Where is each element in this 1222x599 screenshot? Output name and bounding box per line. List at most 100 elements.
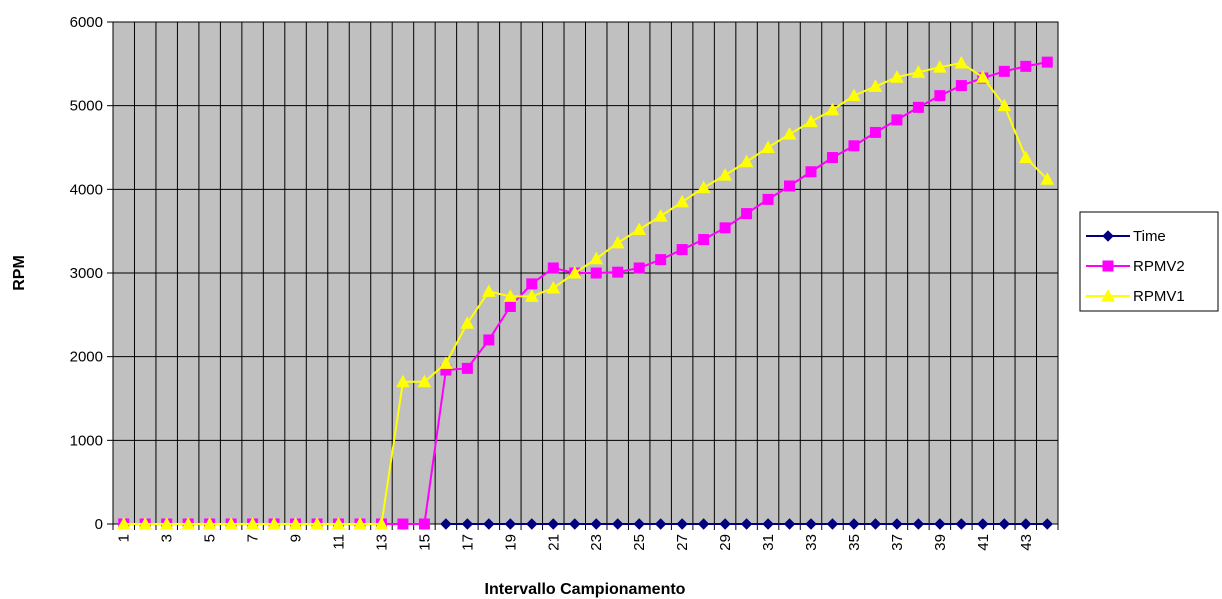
x-tick-label: 15 [416,534,433,551]
data-point-square [891,114,903,126]
data-point-diamond [569,518,581,530]
x-tick-label: 39 [932,534,949,551]
data-point-square [698,234,710,246]
data-point-diamond [612,518,624,530]
data-point-triangle [138,516,153,530]
data-point-triangle [224,516,238,530]
x-tick-label: 5 [202,534,219,542]
data-point-diamond [762,518,774,530]
data-point-diamond [826,518,839,530]
data-point-triangle [632,222,647,235]
data-point-triangle [933,60,947,73]
data-point-square [998,65,1010,77]
x-tick-label: 27 [674,534,691,551]
legend-item-time: Time [1086,228,1166,245]
horizontal-gridlines [113,105,1058,441]
x-tick-label: 9 [288,534,305,542]
data-point-diamond [934,518,946,530]
data-point-triangle [610,235,625,249]
data-point-triangle [267,516,281,530]
data-point-square [848,140,860,152]
data-point-square [762,193,774,205]
data-point-triangle [181,516,196,530]
data-point-diamond [891,518,903,530]
data-point-triangle [589,251,604,265]
data-point-triangle [825,102,840,116]
x-tick-label: 37 [889,534,906,551]
data-point-square [655,254,667,266]
data-point-diamond [654,518,667,530]
data-point-triangle [761,140,775,153]
data-point-square [483,334,495,346]
data-point-square [633,262,645,274]
x-tick-label: 29 [717,534,734,551]
data-point-triangle [847,88,861,102]
data-point-diamond [547,518,559,530]
data-point-square [1102,260,1114,272]
data-point-square [719,222,731,234]
data-point-triangle [675,194,689,208]
data-point-square [955,80,967,92]
data-point-square [784,180,796,192]
data-point-diamond [1102,230,1114,242]
data-point-diamond [912,518,925,530]
x-tick-label: 1 [116,534,133,542]
data-point-triangle [739,154,754,168]
data-point-diamond [676,518,688,530]
legend-item-rpmv1: RPMV1 [1086,288,1185,305]
data-point-square [418,518,430,530]
y-tick-label: 2000 [70,349,103,366]
data-point-square [547,262,559,274]
data-point-triangle [439,356,453,369]
data-point-triangle [482,284,496,297]
data-point-diamond [848,518,860,530]
y-tick-label: 4000 [70,181,103,198]
data-point-triangle [245,516,260,530]
data-point-diamond [719,518,731,530]
data-point-diamond [955,518,968,530]
data-point-triangle [890,70,904,83]
data-point-triangle [116,516,131,530]
x-tick-label: 21 [545,534,562,551]
data-point-triangle [782,127,797,140]
data-point-triangle [718,168,732,181]
series-layer [116,55,1055,530]
data-point-diamond [869,518,882,530]
data-point-triangle [1018,150,1033,164]
data-point-triangle [396,374,410,388]
x-tick-label: 43 [1018,534,1035,551]
data-point-triangle [417,374,432,388]
x-tick-label: 31 [760,534,777,551]
data-point-triangle [997,98,1012,112]
data-point-diamond [697,518,710,530]
data-point-square [1041,56,1053,68]
data-point-triangle [911,65,926,78]
data-point-diamond [590,518,602,530]
x-tick-label: 3 [159,534,176,542]
data-point-triangle [696,180,711,194]
data-point-square [590,267,602,279]
legend-label: RPMV1 [1133,288,1185,305]
data-point-diamond [440,518,452,530]
data-point-triangle [567,265,582,279]
data-point-square [805,166,817,178]
y-axis-title: RPM [11,255,28,291]
y-tick-label: 0 [95,516,103,533]
data-point-square [676,244,688,256]
data-point-square [869,126,881,138]
data-point-diamond [526,518,538,530]
y-axis-ticks: 0 1000 2000 3000 4000 5000 6000 [70,14,113,533]
x-axis-ticks: 1 3 5 7 9 11 13 15 17 19 21 23 25 27 29 31 33 35 37 39 41 43 [112,524,1059,551]
data-point-diamond [977,518,989,530]
legend: Time RPMV2 RPMV1 [1079,211,1219,312]
y-tick-label: 5000 [70,98,103,115]
data-point-triangle [460,316,475,329]
y-tick-label: 6000 [70,14,103,31]
data-point-square [612,266,624,278]
x-tick-label: 17 [459,534,476,551]
data-point-diamond [504,518,517,530]
data-point-triangle [1040,172,1055,185]
data-point-triangle [653,209,668,222]
x-tick-label: 41 [975,534,992,551]
